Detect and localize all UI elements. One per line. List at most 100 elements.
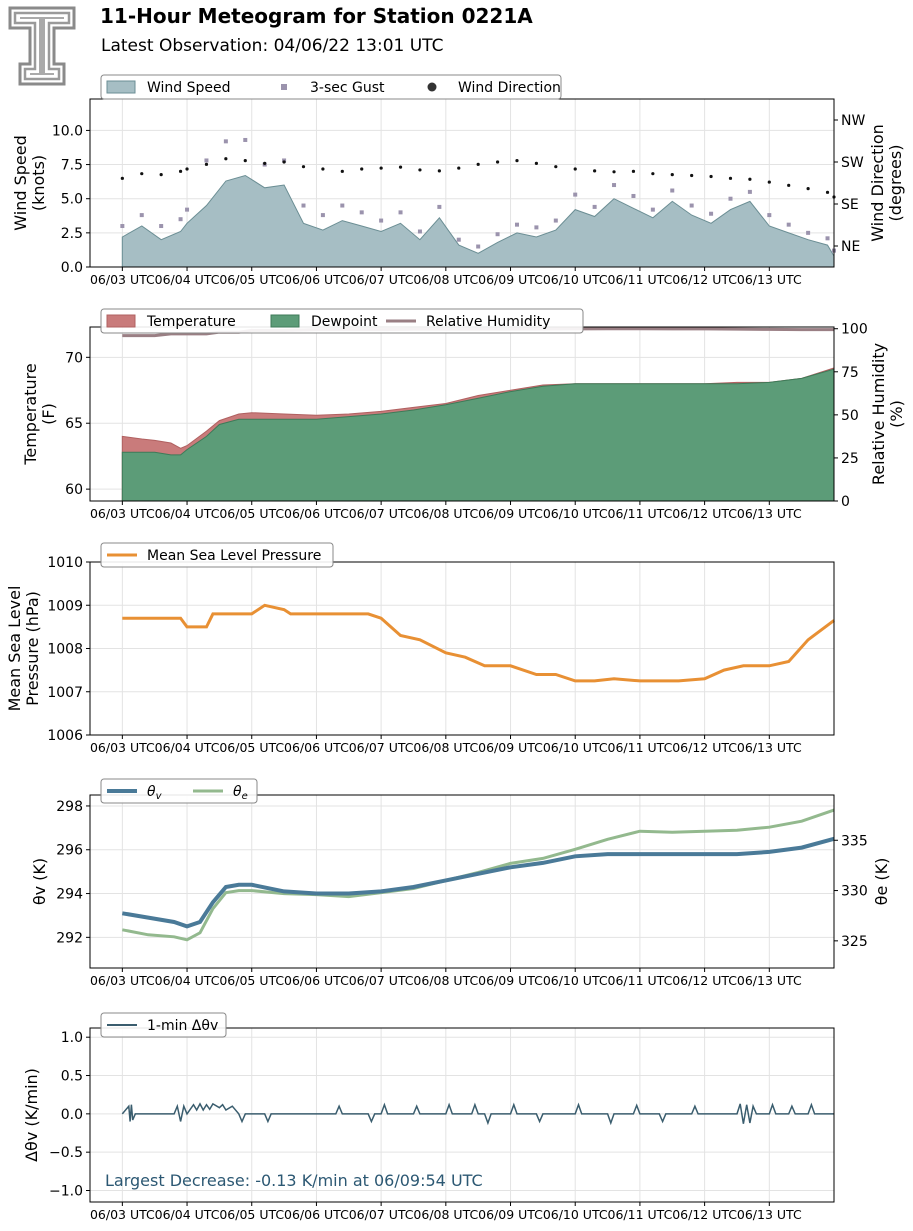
gust-marker bbox=[301, 203, 306, 208]
legend-swatch bbox=[106, 80, 136, 94]
gust-marker bbox=[204, 158, 209, 163]
direction-marker bbox=[476, 162, 480, 166]
direction-marker bbox=[140, 172, 144, 176]
y2-tick-label: 0 bbox=[841, 494, 850, 510]
gust-marker bbox=[185, 207, 190, 212]
y-axis-label-line: Temperature bbox=[21, 363, 40, 465]
gust-marker bbox=[320, 213, 325, 218]
legend-box bbox=[100, 542, 334, 568]
x-tick-label: 06/04 UTC bbox=[155, 973, 220, 988]
x-tick-label: 06/03 UTC bbox=[90, 973, 155, 988]
x-tick-label: 06/10 UTC bbox=[543, 973, 608, 988]
gust-marker bbox=[670, 188, 675, 193]
gust-marker bbox=[689, 203, 694, 208]
y-tick-label: 5.0 bbox=[61, 192, 83, 208]
x-tick-label: 06/12 UTC bbox=[672, 272, 737, 287]
legend-label: Mean Sea Level Pressure bbox=[147, 548, 321, 564]
legend-swatch bbox=[427, 82, 437, 92]
pressure-line bbox=[122, 603, 835, 683]
y-tick-label: 1010 bbox=[47, 555, 83, 571]
x-tick-label: 06/04 UTC bbox=[155, 272, 220, 287]
x-tick-label: 06/06 UTC bbox=[284, 506, 349, 521]
largest-decrease-annotation: Largest Decrease: -0.13 K/min at 06/09:5… bbox=[105, 1171, 483, 1190]
legend-label: Wind Speed bbox=[147, 80, 231, 96]
gust-marker bbox=[786, 222, 791, 227]
direction-marker bbox=[120, 176, 124, 180]
direction-marker bbox=[670, 173, 674, 177]
y2-tick-label: 75 bbox=[841, 365, 859, 381]
plot-frame bbox=[89, 561, 835, 736]
direction-marker bbox=[360, 167, 364, 171]
y-tick-label: 294 bbox=[56, 887, 83, 903]
x-tick-label: 06/12 UTC bbox=[672, 740, 737, 755]
x-tick-label: 06/12 UTC bbox=[672, 973, 737, 988]
x-tick-label: 06/03 UTC bbox=[90, 272, 155, 287]
x-tick-label: 06/09 UTC bbox=[478, 740, 543, 755]
direction-marker bbox=[301, 165, 306, 169]
x-tick-label: 06/08 UTC bbox=[413, 740, 478, 755]
y2-axis-label: Wind Direction (degrees) bbox=[868, 124, 905, 242]
x-tick-label: 06/13 UTC bbox=[737, 1207, 802, 1222]
direction-marker bbox=[495, 160, 500, 164]
x-tick-label: 06/03 UTC bbox=[90, 1207, 155, 1222]
legend-swatch bbox=[270, 314, 300, 328]
y-tick-label: 292 bbox=[56, 930, 83, 946]
x-tick-label: 06/07 UTC bbox=[349, 740, 414, 755]
gust-marker bbox=[243, 137, 248, 142]
direction-marker bbox=[282, 160, 286, 164]
y-tick-label: 296 bbox=[56, 843, 83, 859]
y2-tick-label: 325 bbox=[841, 934, 868, 950]
gust-marker bbox=[456, 237, 461, 242]
direction-marker bbox=[573, 167, 577, 171]
y2-tick-label: SE bbox=[841, 197, 859, 213]
x-tick-label: 06/10 UTC bbox=[543, 272, 608, 287]
y-axis-label: Temperature (F) bbox=[21, 363, 58, 465]
x-tick-label: 06/07 UTC bbox=[349, 506, 414, 521]
y2-axis-label: θe (K) bbox=[872, 858, 891, 906]
y2-tick-label: NE bbox=[841, 239, 860, 255]
y-tick-label: 7.5 bbox=[61, 158, 83, 174]
legend-box bbox=[100, 1012, 227, 1038]
y-tick-label: 65 bbox=[65, 416, 83, 432]
y-tick-label: 1008 bbox=[47, 642, 83, 658]
x-tick-label: 06/11 UTC bbox=[608, 740, 673, 755]
direction-marker bbox=[709, 174, 713, 179]
legend-box bbox=[100, 308, 584, 334]
theta-v-line bbox=[121, 836, 835, 929]
y-axis-label: θv (K) bbox=[30, 858, 49, 905]
x-tick-label: 06/06 UTC bbox=[284, 973, 349, 988]
x-tick-label: 06/08 UTC bbox=[413, 1207, 478, 1222]
gust-marker bbox=[747, 189, 752, 194]
x-tick-label: 06/13 UTC bbox=[737, 272, 802, 287]
y2-tick-label: NW bbox=[841, 113, 865, 129]
direction-marker bbox=[243, 159, 247, 163]
gust-marker bbox=[650, 207, 655, 212]
y2-axis-label-line: θe (K) bbox=[872, 858, 891, 906]
gust-marker bbox=[437, 204, 442, 209]
gust-marker bbox=[359, 210, 364, 215]
legend-box bbox=[100, 778, 258, 804]
x-tick-label: 06/12 UTC bbox=[672, 506, 737, 521]
y-axis-label-line: Pressure (hPa) bbox=[23, 591, 42, 706]
gust-marker bbox=[709, 211, 714, 216]
y-axis-label: Wind Speed (knots) bbox=[11, 135, 48, 230]
x-tick-label: 06/11 UTC bbox=[608, 272, 673, 287]
wind-speed-area bbox=[121, 174, 835, 268]
gust-marker bbox=[120, 224, 125, 229]
y2-tick-label: SW bbox=[841, 155, 864, 171]
y-axis-label: Δθv (K/min) bbox=[22, 1068, 41, 1162]
gust-marker bbox=[223, 139, 228, 144]
plot-frame bbox=[89, 1027, 835, 1203]
gust-marker bbox=[534, 225, 539, 230]
y2-axis-label-line: Wind Direction bbox=[868, 124, 887, 242]
y-tick-label: 60 bbox=[65, 482, 83, 498]
x-tick-label: 06/06 UTC bbox=[284, 740, 349, 755]
x-tick-label: 06/11 UTC bbox=[608, 506, 673, 521]
gust-marker bbox=[417, 229, 422, 234]
direction-marker bbox=[437, 169, 441, 173]
y-tick-label: 1.0 bbox=[61, 1030, 83, 1046]
direction-marker bbox=[767, 180, 771, 184]
y2-tick-label: 330 bbox=[841, 884, 868, 900]
gust-marker bbox=[514, 222, 519, 227]
direction-marker bbox=[457, 166, 461, 170]
